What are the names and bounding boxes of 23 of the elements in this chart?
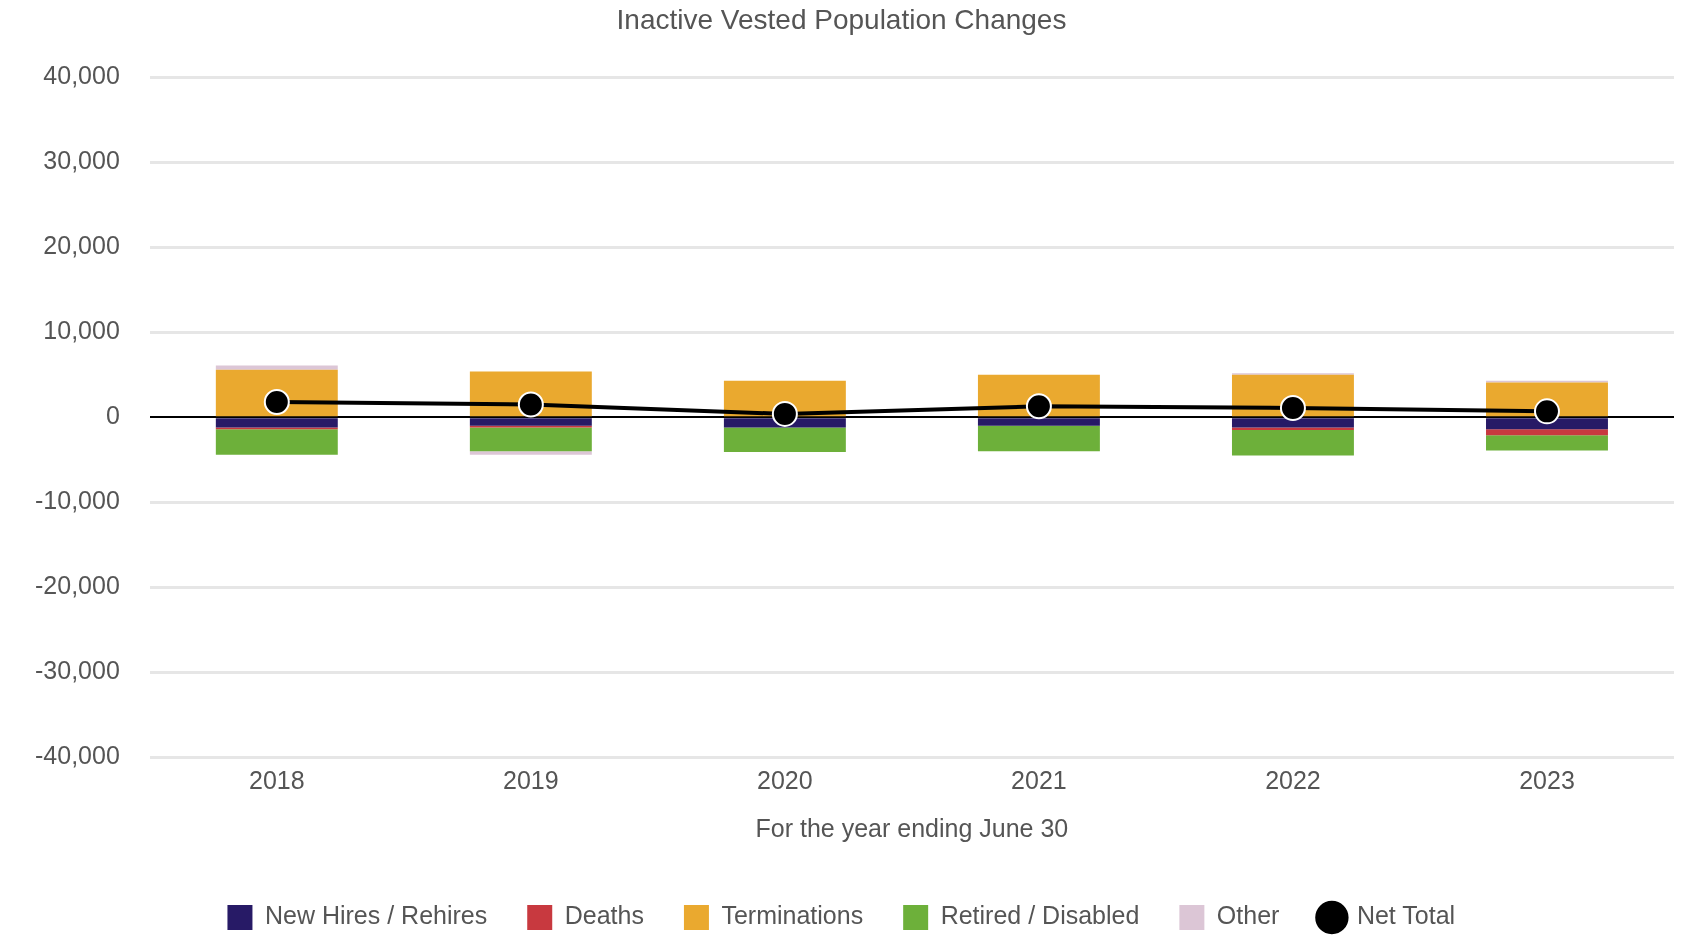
legend-label: Net Total bbox=[1356, 901, 1456, 930]
legend-label: Deaths bbox=[564, 901, 644, 930]
y-tick-label: -40,000 bbox=[34, 740, 120, 769]
x-tick-label: 2020 bbox=[757, 765, 813, 794]
y-tick-label: 30,000 bbox=[43, 146, 120, 175]
y-tick-label: 40,000 bbox=[43, 61, 120, 90]
x-tick-label: 2021 bbox=[1011, 765, 1067, 794]
legend-label: Terminations bbox=[721, 901, 864, 930]
chart-title: Inactive Vested Population Changes bbox=[616, 3, 1067, 35]
x-tick-label: 2022 bbox=[1265, 765, 1321, 794]
legend-label: New Hires / Rehires bbox=[264, 901, 488, 930]
x-axis-title: For the year ending June 30 bbox=[755, 813, 1069, 842]
y-tick-label: -10,000 bbox=[34, 486, 120, 515]
legend-label: Other bbox=[1216, 901, 1280, 930]
y-tick-label: -20,000 bbox=[34, 571, 120, 600]
x-tick-label: 2018 bbox=[249, 765, 305, 794]
y-tick-label: -30,000 bbox=[34, 655, 120, 684]
y-tick-label: 0 bbox=[105, 401, 120, 430]
y-tick-label: 10,000 bbox=[43, 316, 120, 345]
y-tick-label: 20,000 bbox=[43, 231, 120, 260]
x-tick-label: 2023 bbox=[1519, 765, 1575, 794]
legend-label: Retired / Disabled bbox=[940, 901, 1140, 930]
x-tick-label: 2019 bbox=[503, 765, 559, 794]
